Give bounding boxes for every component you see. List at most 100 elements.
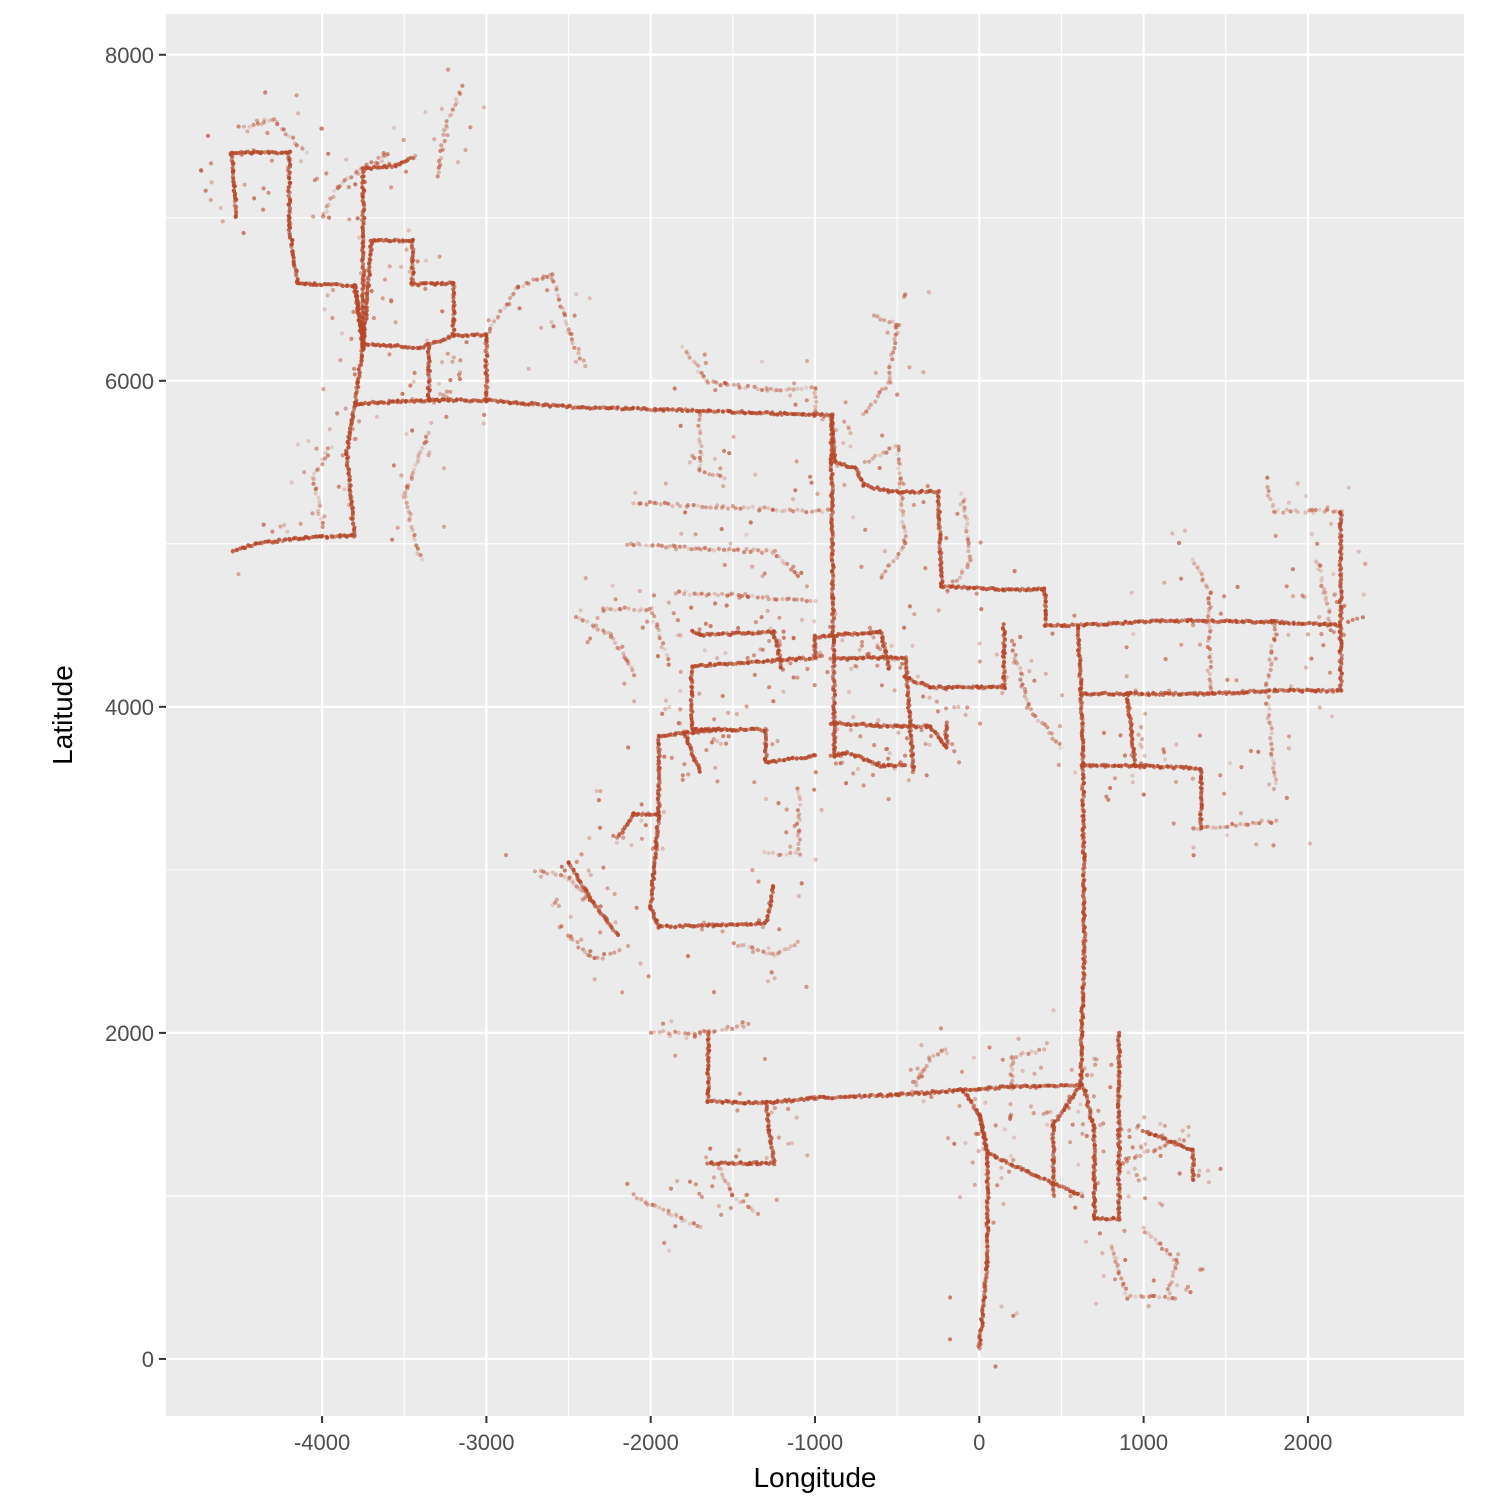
data-point [358, 166, 364, 171]
data-point [697, 691, 702, 696]
data-point [750, 630, 755, 635]
data-point [1049, 731, 1054, 736]
data-point [395, 525, 400, 530]
data-point [903, 529, 908, 534]
data-point [496, 314, 501, 319]
data-point [685, 503, 691, 508]
data-point [441, 393, 446, 398]
data-point [490, 398, 495, 403]
data-point [910, 770, 915, 775]
data-point [1092, 1130, 1097, 1135]
data-point [901, 481, 906, 486]
data-point [601, 608, 606, 613]
data-point [241, 124, 246, 129]
data-point [1239, 765, 1244, 770]
data-point [1080, 786, 1085, 792]
data-point [895, 451, 900, 457]
data-point [766, 597, 772, 602]
data-point [958, 502, 963, 507]
data-point [1218, 825, 1223, 830]
data-point [1095, 764, 1100, 769]
data-point [1052, 1194, 1057, 1199]
data-point [1081, 845, 1087, 850]
data-point [1012, 642, 1017, 647]
data-point [865, 652, 870, 657]
data-point [404, 247, 409, 252]
data-point [813, 410, 818, 415]
data-point [319, 126, 324, 131]
data-point [1078, 1102, 1083, 1107]
data-point [1269, 731, 1274, 736]
data-point [678, 633, 683, 638]
data-point [1081, 919, 1086, 924]
data-point [788, 393, 793, 398]
data-point [570, 341, 575, 346]
data-point [585, 619, 590, 624]
data-point [446, 67, 451, 72]
data-point [314, 282, 319, 288]
data-point [795, 675, 800, 680]
data-point [1082, 966, 1087, 971]
data-point [1053, 739, 1058, 744]
data-point [1304, 665, 1309, 670]
data-point [577, 356, 582, 361]
data-point [1131, 632, 1136, 637]
data-point [400, 391, 405, 396]
data-point [625, 542, 630, 547]
data-point [885, 746, 890, 752]
data-point [876, 718, 881, 723]
data-point [955, 511, 960, 516]
data-point [574, 292, 579, 297]
data-point [857, 647, 862, 653]
data-point [1334, 599, 1339, 605]
data-point [355, 310, 360, 315]
data-point [360, 304, 365, 309]
data-point [576, 351, 581, 356]
data-point [230, 154, 235, 159]
data-point [965, 564, 970, 570]
data-point [875, 394, 881, 399]
data-point [799, 570, 804, 576]
data-point [612, 608, 617, 613]
data-point [581, 358, 586, 363]
data-point [656, 755, 661, 760]
data-point [310, 511, 315, 516]
data-point [511, 291, 516, 296]
data-point [360, 213, 365, 218]
data-point [867, 459, 872, 464]
data-point [864, 409, 869, 414]
data-point [970, 1160, 975, 1165]
data-point [1000, 691, 1005, 696]
data-point [780, 597, 785, 602]
data-point [873, 399, 878, 404]
data-point [611, 636, 616, 641]
data-point [955, 1088, 960, 1093]
data-point [745, 383, 751, 389]
data-point [1200, 578, 1205, 583]
data-point [1265, 716, 1270, 721]
data-point [751, 653, 757, 658]
data-point [828, 753, 833, 758]
data-point [361, 174, 366, 179]
data-point [323, 450, 328, 455]
data-point [357, 419, 362, 424]
data-point [1206, 610, 1211, 615]
data-point [690, 693, 695, 699]
data-point [598, 789, 603, 794]
data-point [690, 685, 695, 690]
data-point [1205, 824, 1210, 829]
data-point [275, 122, 280, 127]
data-point [785, 658, 790, 663]
data-point [984, 1244, 990, 1249]
data-point [686, 408, 691, 413]
data-point [387, 264, 392, 269]
data-point [926, 290, 931, 295]
data-point [651, 593, 657, 598]
data-point [939, 574, 944, 579]
data-point [735, 547, 741, 552]
data-point [1253, 821, 1258, 826]
data-point [771, 551, 776, 556]
data-point [322, 514, 327, 519]
data-point [1043, 595, 1048, 601]
